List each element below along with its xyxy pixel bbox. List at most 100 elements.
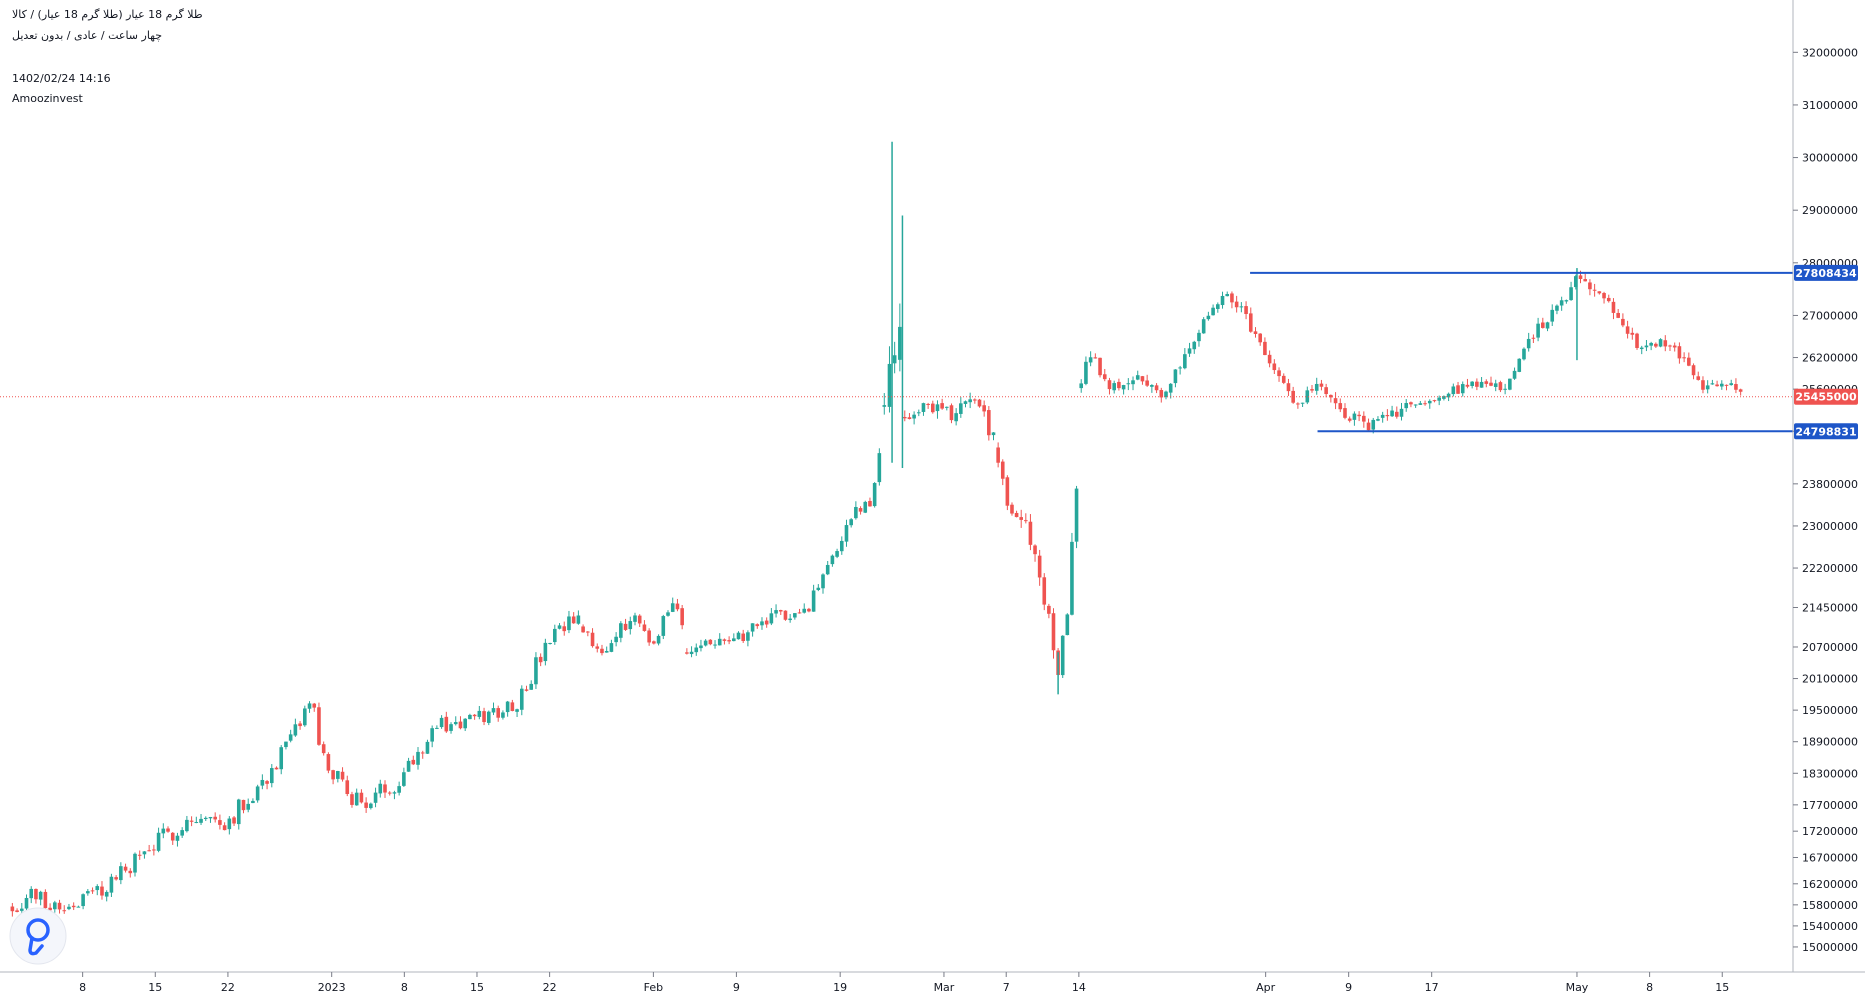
candle-body <box>1559 300 1564 306</box>
candle-body <box>1564 300 1569 302</box>
candle-body <box>1263 341 1267 356</box>
candle-body <box>1047 605 1051 614</box>
candle-body <box>1088 357 1093 363</box>
candle-body <box>411 759 416 765</box>
candle-body <box>898 326 902 360</box>
candle-body <box>378 783 383 794</box>
price-tick-label: 17700000 <box>1802 799 1858 812</box>
candle-body <box>213 816 217 820</box>
price-tick-label: 20100000 <box>1802 673 1858 686</box>
candle-body <box>557 625 562 629</box>
candle-body <box>1338 403 1343 410</box>
candle-body <box>1578 275 1583 279</box>
candle-body <box>1220 295 1225 306</box>
candle-body <box>835 551 839 557</box>
candle-body <box>86 891 90 894</box>
candle-body <box>1112 383 1116 391</box>
candle-body <box>1305 390 1310 403</box>
candle-body <box>656 635 661 644</box>
candle-body <box>156 832 161 851</box>
candle-body <box>935 404 940 412</box>
candle-body <box>57 902 62 910</box>
price-tick-label: 20700000 <box>1802 641 1858 654</box>
candle-body <box>1399 408 1404 417</box>
candle-body <box>642 624 647 631</box>
candle-body <box>444 716 449 732</box>
candle-body <box>152 849 156 851</box>
candle-body <box>1569 287 1573 301</box>
candle-body <box>1625 326 1630 334</box>
candle-body <box>1211 307 1215 316</box>
candle-body <box>241 799 246 811</box>
time-tick-label: 8 <box>1646 981 1653 994</box>
price-tick-label: 22200000 <box>1802 562 1858 575</box>
candle-body <box>1394 411 1399 417</box>
candle-body <box>1630 332 1635 335</box>
candle-body <box>1555 305 1559 311</box>
candle-body <box>430 728 434 742</box>
candle-body <box>628 621 633 630</box>
time-tick-label: Mar <box>934 981 955 994</box>
time-tick-label: 22 <box>221 981 235 994</box>
candle-body <box>435 727 439 729</box>
candle-body <box>736 632 741 640</box>
candle-body <box>1024 520 1028 522</box>
candle-body <box>548 642 552 644</box>
candle-body <box>689 651 694 655</box>
candle-body <box>623 623 628 630</box>
candle-body <box>359 792 364 803</box>
candle-body <box>619 623 623 638</box>
candle-body <box>1691 365 1696 376</box>
candle-body <box>1074 488 1079 542</box>
candle-body <box>236 799 241 825</box>
candle-body <box>1738 389 1743 392</box>
time-tick-label: 17 <box>1425 981 1439 994</box>
candle-body <box>1682 357 1686 359</box>
candle-body <box>1343 408 1347 418</box>
candle-body <box>227 818 232 830</box>
candle-body <box>104 891 109 897</box>
candle-body <box>732 638 736 642</box>
author-label: Amoozinvest <box>12 92 83 105</box>
candle-body <box>123 866 128 871</box>
candle-body <box>1093 357 1098 359</box>
candle-body <box>1234 301 1239 308</box>
candle-body <box>1413 404 1418 406</box>
candle-body <box>1508 378 1512 390</box>
candle-body <box>142 851 147 855</box>
candle-body <box>1065 614 1070 636</box>
candle-body <box>1000 461 1005 479</box>
candle-body <box>1357 414 1361 417</box>
candle-body <box>1545 322 1550 329</box>
candle-body <box>1037 555 1042 578</box>
candle-body <box>486 711 491 723</box>
candle-body <box>849 519 853 526</box>
candle-body <box>529 683 534 690</box>
candle-body <box>675 603 680 610</box>
level-price-tag-bg <box>1794 264 1858 281</box>
candle-body <box>1437 397 1441 401</box>
candle-body <box>24 897 29 909</box>
candle-body <box>1583 279 1588 282</box>
time-tick-label: 8 <box>79 981 86 994</box>
time-axis[interactable]: 8 15 22 2023 8 15 22 Feb 9 19 Mar 7 14 Apr 9 17 May 8 15 <box>79 972 1729 994</box>
candle-body <box>317 707 321 745</box>
candle-body <box>340 771 345 780</box>
candle-body <box>892 355 897 364</box>
candle-body <box>354 792 359 806</box>
candle-body <box>1668 345 1672 347</box>
candle-body <box>996 447 1000 463</box>
candle-body <box>553 628 557 643</box>
candle-body <box>1649 342 1653 346</box>
candle-body <box>350 794 354 805</box>
candle-body <box>1639 347 1644 350</box>
candle-body <box>1503 388 1507 390</box>
candle-body <box>449 724 453 731</box>
candle-body <box>821 574 825 589</box>
candle-body <box>48 907 52 911</box>
candle-body <box>1456 385 1460 394</box>
candle-body <box>1135 375 1140 380</box>
candle-body <box>760 621 764 626</box>
